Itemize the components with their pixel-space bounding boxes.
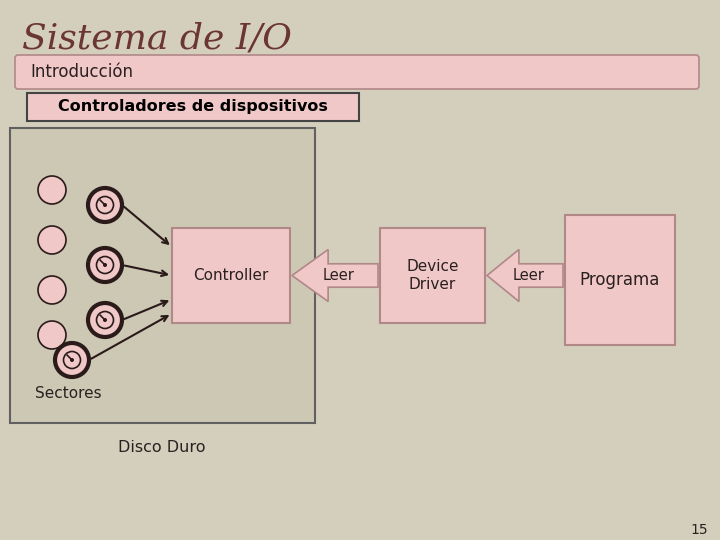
Polygon shape bbox=[487, 249, 563, 301]
Circle shape bbox=[88, 248, 122, 282]
Text: Sectores: Sectores bbox=[35, 386, 102, 401]
Bar bbox=[10, 128, 315, 423]
Polygon shape bbox=[292, 249, 378, 301]
Text: Device
Driver: Device Driver bbox=[406, 259, 459, 292]
Circle shape bbox=[88, 303, 122, 337]
FancyBboxPatch shape bbox=[172, 228, 290, 323]
Circle shape bbox=[38, 321, 66, 349]
FancyBboxPatch shape bbox=[380, 228, 485, 323]
Circle shape bbox=[38, 226, 66, 254]
Circle shape bbox=[70, 358, 74, 362]
Circle shape bbox=[55, 343, 89, 377]
Text: 15: 15 bbox=[690, 523, 708, 537]
Text: Leer: Leer bbox=[512, 268, 544, 283]
Circle shape bbox=[38, 276, 66, 304]
Text: Introducción: Introducción bbox=[30, 63, 133, 81]
FancyBboxPatch shape bbox=[27, 93, 359, 121]
Text: Disco Duro: Disco Duro bbox=[118, 440, 206, 455]
Text: Sistema de I/O: Sistema de I/O bbox=[22, 21, 292, 55]
Text: Controller: Controller bbox=[193, 268, 269, 283]
Circle shape bbox=[103, 203, 107, 207]
FancyBboxPatch shape bbox=[15, 55, 699, 89]
Circle shape bbox=[103, 263, 107, 267]
Circle shape bbox=[88, 188, 122, 222]
Text: Leer: Leer bbox=[323, 268, 354, 283]
Circle shape bbox=[103, 318, 107, 322]
FancyBboxPatch shape bbox=[565, 215, 675, 345]
Text: Controladores de dispositivos: Controladores de dispositivos bbox=[58, 99, 328, 114]
Text: Programa: Programa bbox=[580, 271, 660, 289]
Circle shape bbox=[38, 176, 66, 204]
